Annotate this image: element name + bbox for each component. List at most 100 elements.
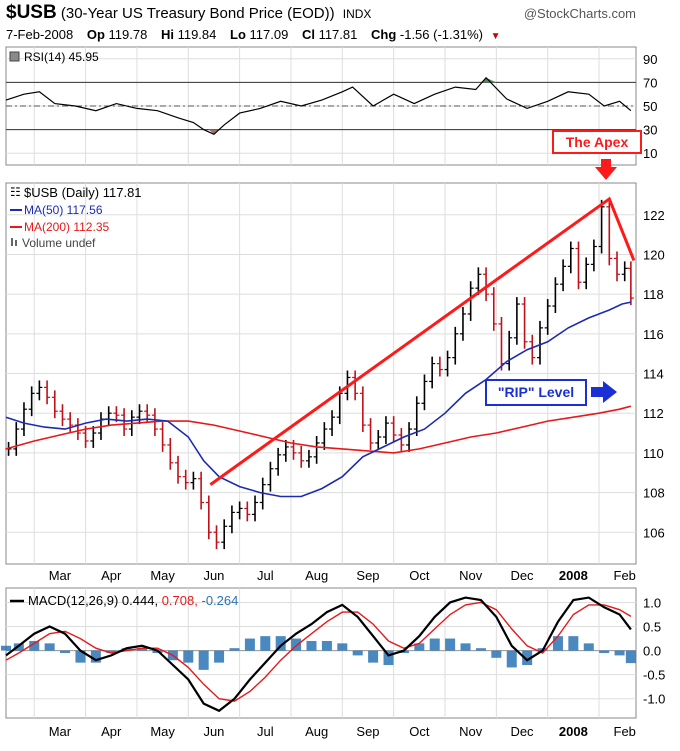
macd-panel: 1.0 0.5 0.0 -0.5 -1.0 MACD(12,26,9) 0.444, 0… (1, 587, 665, 719)
macd-tick-label: 0.5 (643, 620, 661, 635)
macd-tick-label: 1.0 (643, 595, 661, 610)
price-x-label: Jun (203, 568, 224, 583)
price-x-label: Apr (101, 568, 122, 583)
high-value: 119.84 (177, 27, 217, 42)
macd-tick-label: -0.5 (643, 668, 665, 683)
ma50-line (5, 301, 632, 498)
rsi-tick-label: 70 (643, 75, 657, 90)
macd-hist-bar (583, 643, 594, 651)
ma200-legend: MA(200) 112.35 (24, 220, 109, 234)
ma50-legend: MA(50) 117.56 (24, 203, 103, 217)
brand-link[interactable]: @StockCharts.com (523, 6, 636, 21)
macd-hist-bar (321, 640, 332, 651)
rsi-tick-label: 10 (643, 146, 657, 161)
apex-arrow-icon (595, 159, 617, 180)
macd-x-label: Aug (305, 724, 328, 739)
quote-line: 7-Feb-2008 Op 119.78 Hi 119.84 Lo 117.09… (6, 27, 501, 42)
macd-line (5, 596, 632, 713)
price-legend: $USB (Daily) 117.81 (24, 185, 142, 200)
price-tick-label: 120 (643, 247, 665, 262)
price-tick-label: 114 (643, 367, 664, 382)
apex-label-box (552, 130, 642, 154)
macd-hist-bar (214, 650, 225, 663)
symbol: $USB (6, 2, 57, 23)
macd-hist-bar (568, 636, 579, 651)
macd-hist-bar (229, 648, 240, 651)
macd-tick-label: 0.0 (643, 644, 661, 659)
down-triangle-icon: ▼ (490, 31, 501, 42)
close-value: 117.81 (318, 27, 358, 42)
price-x-label: Mar (49, 568, 72, 583)
rsi-tick-label: 50 (643, 99, 657, 114)
price-tick-label: 122 (643, 208, 665, 223)
macd-x-label: Feb (614, 724, 636, 739)
price-tick-label: 106 (643, 525, 665, 540)
macd-hist-bar (599, 650, 610, 653)
volume-legend: Volume undef (22, 236, 96, 250)
ma200-line (5, 405, 632, 454)
macd-hist-bar (522, 650, 533, 666)
macd-hist-bar (475, 648, 486, 651)
macd-hist-bar (75, 650, 86, 663)
macd-hist-bar (414, 643, 425, 651)
macd-x-label: Nov (459, 724, 483, 739)
price-x-label: Feb (614, 568, 636, 583)
chart-title: $USB (30-Year US Treasury Bond Price (EO… (6, 2, 371, 24)
macd-x-label: 2008 (559, 724, 588, 739)
price-tick-label: 118 (643, 287, 664, 302)
price-x-label: May (150, 568, 175, 583)
price-tick-label: 116 (643, 327, 664, 342)
macd-hist-bar (60, 650, 71, 653)
rsi-legend: RSI(14) 45.95 (24, 50, 99, 64)
macd-hist-bar (614, 650, 625, 656)
macd-hist-bar (275, 636, 286, 651)
low-value: 117.09 (249, 27, 289, 42)
rip-label-box (485, 379, 587, 406)
svg-text:MACD(12,26,9) 0.444, 0.7: MACD(12,26,9) 0.444, 0.708, -0.264 (28, 593, 238, 608)
macd-hist-bar (337, 643, 348, 651)
macd-hist-bar (625, 650, 636, 664)
macd-hist-bar (429, 638, 440, 651)
exchange: INDX (342, 7, 372, 21)
rip-label: "RIP" Level (498, 384, 574, 400)
macd-hist-bar (244, 638, 255, 651)
rsi-oversold-fill (208, 129, 220, 135)
macd-x-label: Mar (49, 724, 72, 739)
macd-legend: MACD(12,26,9) 0.444, (28, 593, 158, 608)
open-value: 119.78 (108, 27, 148, 42)
rsi-tick-label: 30 (643, 123, 657, 138)
macd-hist-bar (306, 640, 317, 651)
macd-hist-bar (1, 645, 11, 651)
macd-hist-bar (260, 636, 271, 651)
macd-hist-bar (445, 638, 456, 651)
price-panel: 122 120 118 116 114 112 110 108 106 ☷ $USB (Dail… (5, 130, 665, 565)
rsi-tick-label: 90 (643, 52, 657, 67)
macd-signal-legend: 0.708, (162, 593, 198, 608)
apex-trend-line (209, 196, 636, 486)
price-x-label: Dec (510, 568, 534, 583)
macd-hist-bar (491, 650, 502, 658)
macd-hist-bar (398, 650, 409, 653)
open-label: Op (86, 27, 105, 42)
macd-x-label: Oct (409, 724, 430, 739)
price-x-label: 2008 (559, 568, 588, 583)
change-label: Chg (370, 27, 397, 42)
macd-hist-bar (106, 650, 117, 653)
quote-date: 7-Feb-2008 (6, 27, 74, 42)
price-x-label: Aug (305, 568, 328, 583)
macd-x-label: Apr (101, 724, 122, 739)
macd-signal-line (5, 601, 632, 702)
low-label: Lo (230, 27, 246, 42)
macd-hist-bar (460, 643, 471, 651)
high-label: Hi (160, 27, 174, 42)
macd-x-label: May (150, 724, 175, 739)
price-x-label: Nov (459, 568, 483, 583)
price-x-label: Oct (409, 568, 430, 583)
macd-hist-bar (552, 636, 563, 651)
macd-hist-bar (183, 650, 194, 663)
rip-arrow-icon (591, 381, 617, 403)
macd-x-label: Jul (257, 724, 274, 739)
rsi-legend-swatch (9, 51, 20, 62)
macd-hist-bar (137, 648, 148, 651)
rsi-panel: 90 70 50 30 10 RSI(14) 45.95 (5, 46, 657, 166)
